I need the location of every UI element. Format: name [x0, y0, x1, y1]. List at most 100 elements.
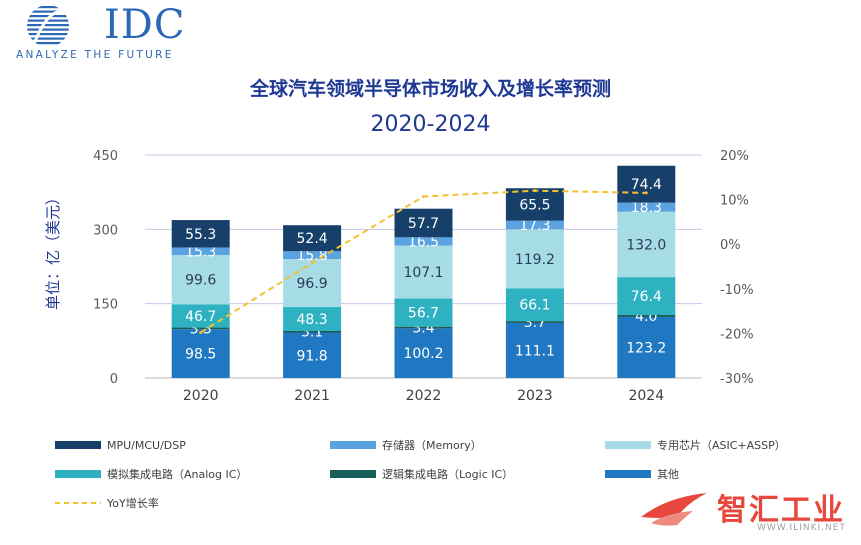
- bar-data-label: 123.2: [626, 340, 666, 356]
- bar-segment: [617, 316, 676, 378]
- bar-segment: [394, 237, 453, 246]
- legend-swatch: [330, 470, 376, 478]
- y2-tick-label: -20%: [720, 327, 754, 342]
- x-tick-label: 2023: [517, 388, 553, 404]
- x-tick-label: 2024: [628, 388, 664, 404]
- bar-data-label: 55.3: [185, 227, 216, 243]
- bar-segment: [505, 322, 564, 378]
- x-tick-label: 2020: [183, 388, 219, 404]
- y-tick-label: 0: [110, 372, 118, 387]
- bar-data-label: 48.3: [297, 312, 328, 328]
- bar-data-label: 15.3: [185, 244, 216, 260]
- bar-data-label: 17.3: [519, 218, 550, 234]
- bar-segment: [171, 327, 230, 330]
- bar-data-label: 46.7: [185, 309, 216, 325]
- bar-segment: [617, 202, 676, 212]
- car-logo-icon: [641, 493, 707, 526]
- y2-tick-label: -30%: [720, 372, 754, 387]
- bar-data-label: 16.5: [408, 234, 439, 250]
- bar-segment: [394, 245, 453, 299]
- axes: 0 150 300 450 -30% -20% -10% 0% 10% 20% 单位：亿（美元） 20…: [44, 149, 754, 404]
- bar-segment: [394, 298, 453, 327]
- x-tick-label: 2022: [406, 388, 442, 404]
- bar-segment: [283, 225, 342, 252]
- legend-label: 其他: [657, 468, 679, 481]
- bar-data-label: 132.0: [626, 237, 666, 253]
- bar-segment: [283, 259, 342, 308]
- bar-data-label: 15.8: [297, 248, 328, 264]
- chart-title: 全球汽车领域半导体市场收入及增长率预测: [249, 78, 611, 100]
- legend-label: MPU/MCU/DSP: [107, 439, 186, 452]
- bar-data-label: 119.2: [515, 252, 555, 268]
- bar-data-label: 96.9: [297, 276, 328, 292]
- yoy-point: [199, 331, 203, 335]
- bar-segment: [505, 321, 564, 323]
- bar-segment: [171, 304, 230, 328]
- bar-segment: [394, 326, 453, 329]
- bar-segment: [505, 220, 564, 230]
- bar-segment: [171, 255, 230, 305]
- bar-segment: [171, 329, 230, 378]
- bar-data-label: 57.7: [408, 216, 439, 232]
- bar-data-label: 98.5: [185, 347, 216, 363]
- idc-logo: IDC ANALYZE THE FUTURE: [12, 2, 212, 66]
- bar-data-label: 107.1: [403, 265, 443, 281]
- x-tick-label: 2021: [294, 388, 330, 404]
- bar-segment: [283, 332, 342, 378]
- bar-data-label: 66.1: [519, 298, 550, 314]
- watermark: 智汇工业 WWW.ILINKI.NET: [637, 487, 847, 539]
- yoy-point: [644, 191, 648, 195]
- legend-label: 模拟集成电路（Analog IC）: [107, 467, 247, 481]
- y-tick-label: 150: [93, 298, 118, 313]
- bar-segment: [617, 211, 676, 278]
- bar-data-label: 56.7: [408, 306, 439, 322]
- bar-data-label: 18.3: [631, 200, 662, 216]
- legend-swatch: [605, 441, 651, 449]
- legend-swatch: [55, 470, 101, 478]
- legend-swatch: [605, 470, 651, 478]
- watermark-url: WWW.ILINKI.NET: [757, 523, 846, 533]
- bar-segment: [283, 307, 342, 331]
- bar-segment: [617, 314, 676, 317]
- bar-segment: [283, 330, 342, 333]
- bar-data-label: 99.6: [185, 273, 216, 289]
- bar-segment: [394, 328, 453, 378]
- legend-swatch: [330, 441, 376, 449]
- bar-data-label: 111.1: [515, 343, 555, 359]
- bar-data-label: 74.4: [631, 177, 662, 193]
- y-tick-label: 300: [93, 223, 118, 238]
- bar-segment: [617, 277, 676, 315]
- bar-segment: [617, 165, 676, 203]
- bar-segment: [283, 251, 342, 260]
- legend-label: 存储器（Memory）: [382, 438, 482, 452]
- y2-tick-label: 0%: [720, 238, 741, 253]
- logo-name: IDC: [104, 2, 186, 48]
- y2-tick-label: -10%: [720, 283, 754, 298]
- legend-swatch: [55, 441, 101, 449]
- watermark-text: 智汇工业: [717, 493, 845, 528]
- y2-tick-label: 20%: [720, 149, 749, 164]
- logo-tagline: ANALYZE THE FUTURE: [16, 49, 174, 61]
- bar-segment: [171, 220, 230, 248]
- legend-label: 逻辑集成电路（Logic IC）: [382, 467, 513, 481]
- bar-segment: [394, 208, 453, 238]
- bar-data-label: 91.8: [297, 348, 328, 364]
- idc-globe-icon: [27, 6, 69, 45]
- legend-label: YoY增长率: [106, 496, 159, 510]
- bar-data-label: 65.5: [519, 197, 550, 213]
- yoy-line: [199, 189, 648, 335]
- yoy-point: [422, 194, 425, 198]
- legend: MPU/MCU/DSP 存储器（Memory） 专用芯片（ASIC+ASSP） 模拟集…: [55, 438, 786, 510]
- y2-tick-label: 10%: [720, 194, 749, 209]
- y-tick-label: 450: [93, 149, 118, 164]
- bar-segment: [505, 188, 564, 221]
- y-axis-label: 单位：亿（美元）: [44, 190, 62, 310]
- bar-segment: [505, 288, 564, 322]
- bar-data-label: 100.2: [403, 346, 443, 362]
- chart-subtitle: 2020-2024: [370, 112, 491, 137]
- yoy-point: [310, 261, 314, 265]
- bars: 98.53.346.799.615.355.391.83.148.396.915…: [171, 165, 676, 378]
- legend-label: 专用芯片（ASIC+ASSP）: [657, 438, 786, 452]
- bar-data-label: 52.4: [297, 231, 328, 247]
